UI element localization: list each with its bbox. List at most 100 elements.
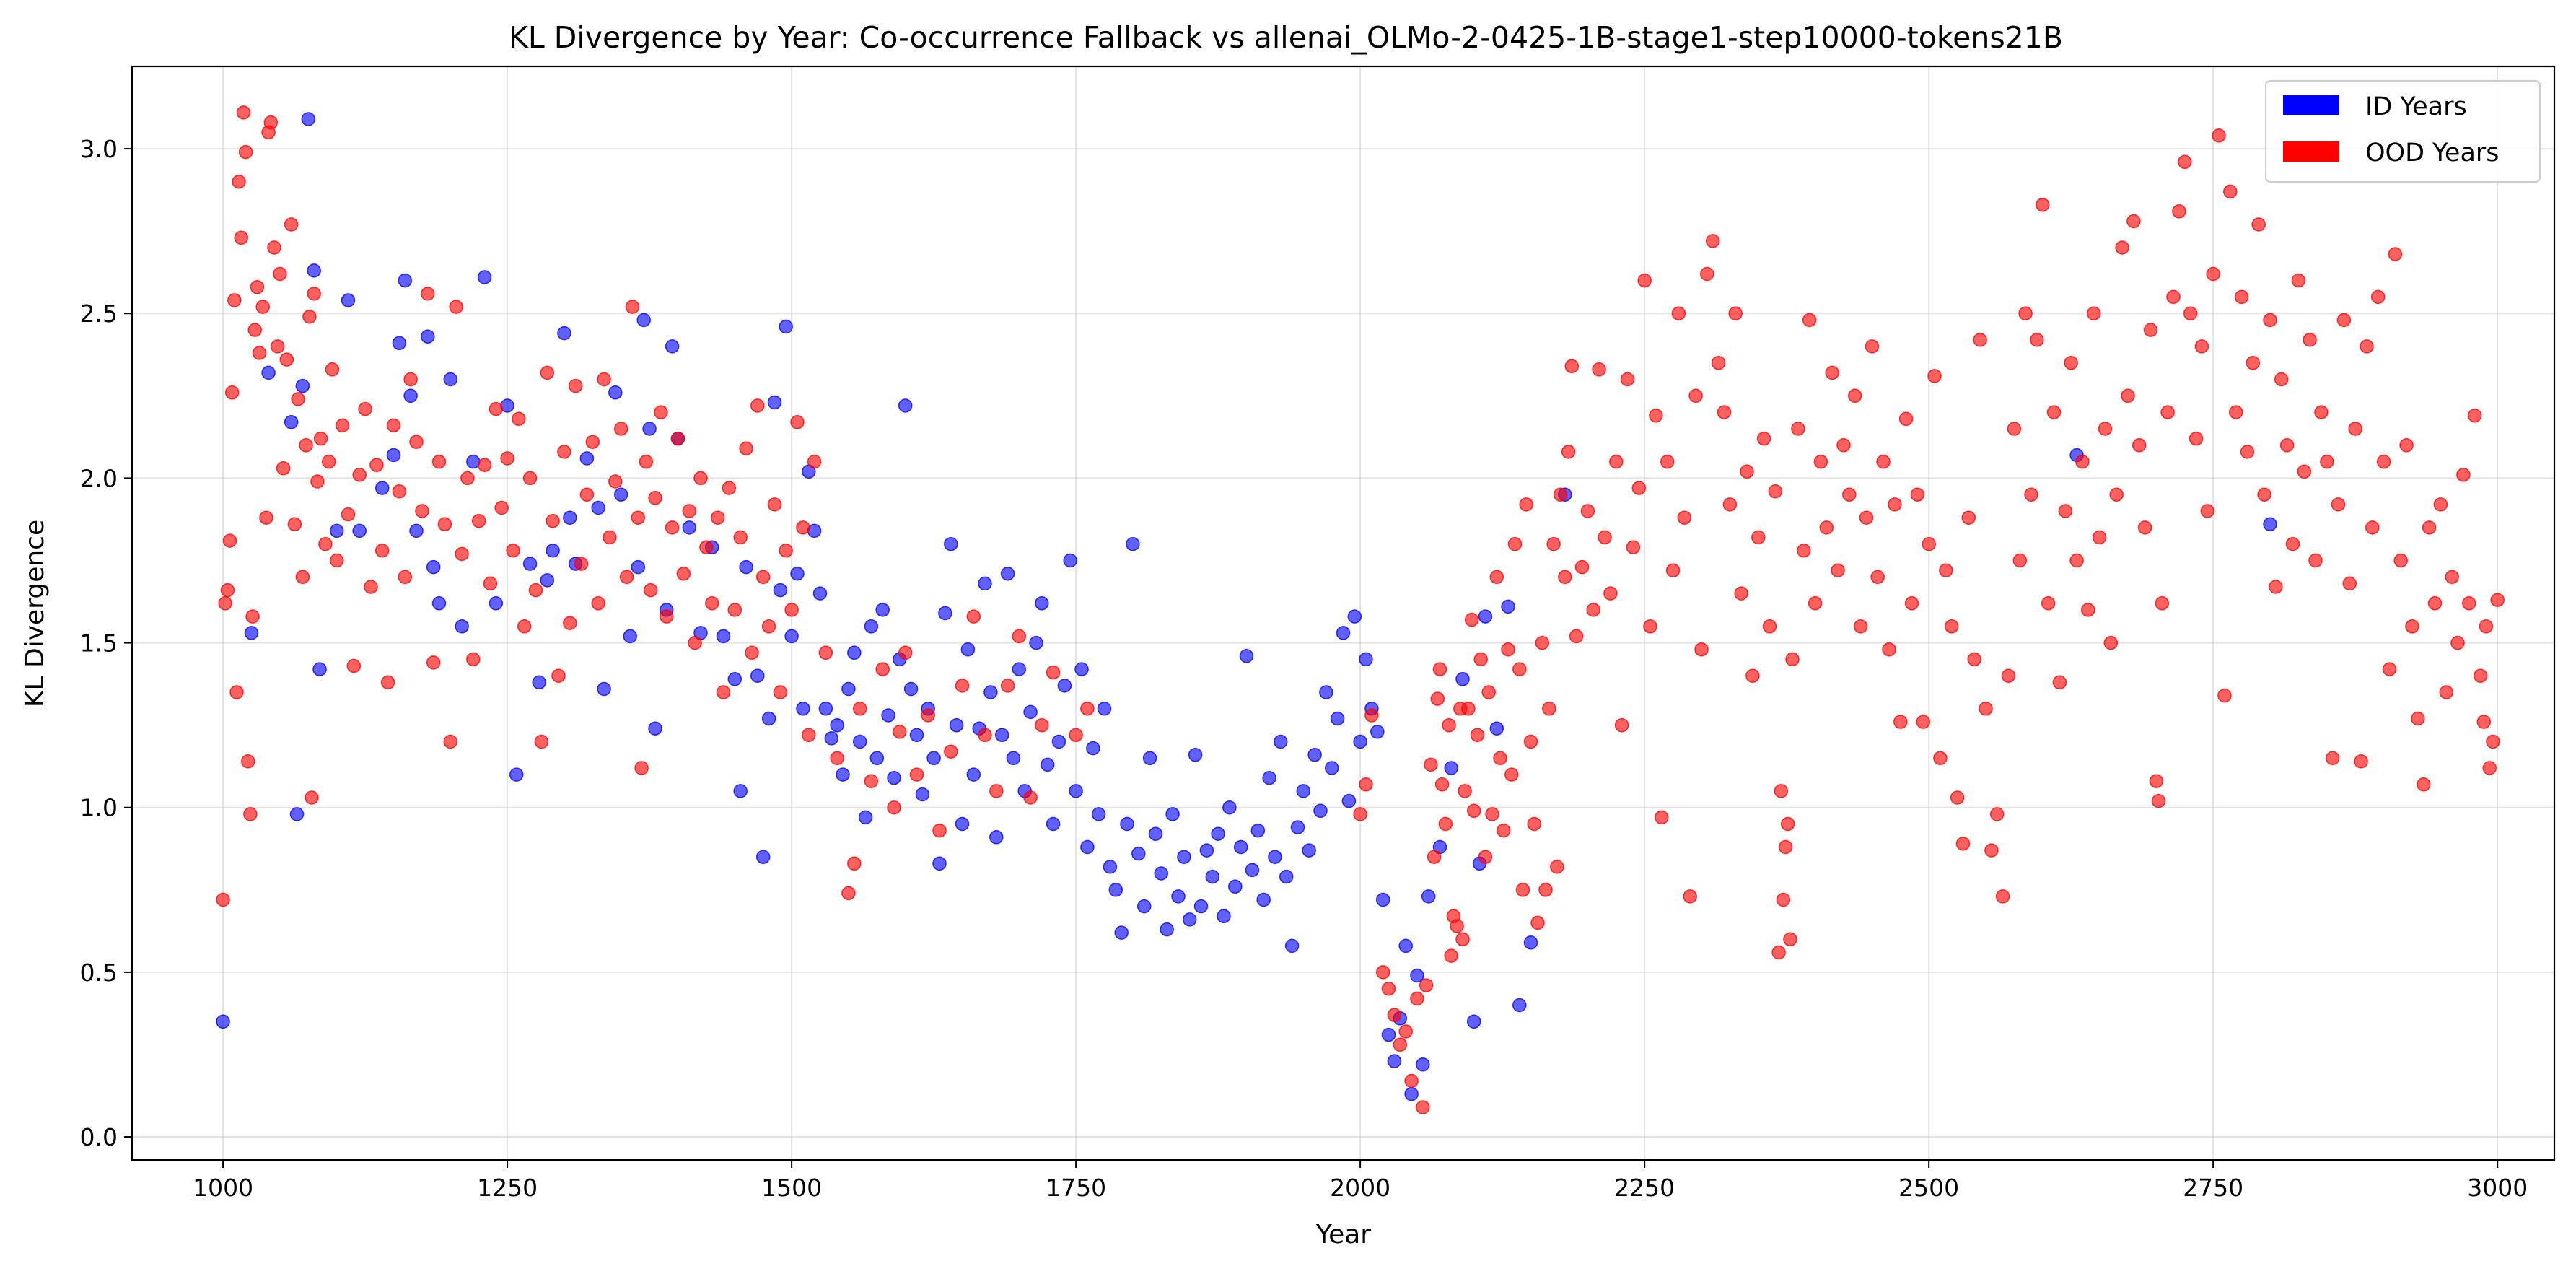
scatter-point-ood [1955, 837, 1971, 851]
scatter-point-id [648, 721, 662, 736]
scatter-point-id [1211, 826, 1225, 841]
scatter-point-ood [2405, 619, 2419, 634]
scatter-point-ood [739, 441, 753, 456]
scatter-point-ood [1893, 715, 1908, 729]
scatter-point-ood [2482, 761, 2497, 775]
scatter-point-ood [421, 287, 435, 301]
scatter-point-id [522, 557, 538, 571]
scatter-point-id [898, 398, 913, 413]
scatter-point-ood [1626, 540, 1641, 554]
scatter-point-ood [2155, 596, 2170, 611]
scatter-point-id [1245, 863, 1260, 878]
scatter-point-ood [1655, 810, 1669, 825]
scatter-point-ood [1046, 665, 1061, 680]
scatter-point-ood [1438, 816, 1453, 832]
scatter-point-ood [563, 616, 577, 630]
scatter-point-ood [2132, 438, 2147, 453]
scatter-point-ood [374, 544, 390, 558]
scatter-point-ood [1649, 408, 1663, 423]
scatter-point-id [2263, 517, 2277, 532]
scatter-point-ood [1586, 603, 1600, 617]
scatter-point-ood [2456, 468, 2471, 482]
scatter-point-ood [2331, 497, 2346, 512]
scatter-point-ood [648, 491, 662, 505]
scatter-point-id [1228, 879, 1243, 894]
scatter-point-ood [676, 566, 691, 581]
scatter-point-ood [2012, 553, 2028, 568]
scatter-point-ood [1501, 642, 1515, 657]
scatter-point-ood [287, 517, 302, 532]
scatter-point-id [1012, 662, 1027, 676]
scatter-point-ood [802, 728, 816, 743]
scatter-point-id [733, 784, 748, 798]
y-tick-label: 2.0 [80, 464, 118, 492]
scatter-point-ood [2314, 405, 2329, 419]
scatter-point-ood [2411, 711, 2425, 726]
scatter-point-id [1501, 599, 1515, 614]
scatter-point-id [869, 751, 885, 766]
scatter-point-id [1455, 672, 1470, 686]
scatter-point-id [1080, 839, 1095, 855]
scatter-point-ood [2058, 504, 2073, 518]
scatter-point-id [1120, 816, 1134, 832]
scatter-point-ood [1069, 728, 1083, 743]
scatter-point-id [830, 717, 844, 733]
scatter-point-ood [431, 454, 447, 469]
scatter-point-ood [2354, 754, 2368, 769]
scatter-point-ood [1542, 702, 1556, 716]
scatter-point-id [1222, 800, 1237, 815]
scatter-point-ood [1751, 530, 1766, 545]
scatter-point-ood [335, 418, 350, 433]
scatter-point-id [949, 717, 964, 733]
scatter-point-id [1250, 823, 1266, 838]
scatter-point-id [312, 662, 327, 676]
scatter-point-id [642, 422, 657, 436]
scatter-point-ood [2382, 662, 2397, 676]
scatter-point-ood [1984, 843, 1999, 858]
scatter-point-ood [921, 708, 935, 723]
y-tick-label: 2.5 [80, 300, 118, 328]
scatter-point-ood [1609, 454, 1624, 469]
x-tick-label: 2000 [1330, 1174, 1390, 1202]
scatter-point-ood [2206, 266, 2220, 282]
scatter-point-ood [1035, 717, 1049, 733]
scatter-point-ood [1961, 510, 1976, 525]
scatter-point-id [509, 767, 524, 782]
scatter-point-ood [1353, 807, 1367, 821]
scatter-point-id [784, 629, 799, 644]
scatter-point-id [1268, 850, 1282, 864]
scatter-point-ood [2137, 520, 2152, 535]
scatter-point-id [1353, 734, 1367, 749]
scatter-point-id [1217, 909, 1231, 924]
scatter-point-id [665, 339, 680, 354]
scatter-point-ood [2476, 715, 2492, 729]
scatter-point-ood [1637, 273, 1652, 288]
scatter-point-ood [494, 500, 509, 515]
scatter-point-ood [841, 886, 856, 901]
scatter-point-ood [2365, 520, 2380, 535]
scatter-point-ood [1783, 932, 1797, 947]
points-layer [216, 105, 2505, 1114]
scatter-point-ood [310, 474, 325, 489]
scatter-point-ood [1478, 850, 1493, 864]
scatter-point-id [1489, 721, 1504, 736]
scatter-point-ood [2024, 487, 2038, 502]
scatter-point-id [1444, 761, 1458, 775]
scatter-point-ood [1550, 860, 1564, 874]
scatter-point-ood [1808, 596, 1823, 611]
scatter-point-ood [2149, 774, 2164, 788]
scatter-point-ood [2217, 688, 2232, 703]
scatter-point-id [289, 807, 305, 821]
scatter-point-id [1290, 820, 1305, 834]
scatter-point-ood [216, 892, 230, 907]
scatter-point-ood [2166, 289, 2181, 305]
scatter-point-id [295, 378, 310, 393]
scatter-point-ood [716, 685, 731, 699]
scatter-point-id [881, 708, 895, 723]
scatter-point-ood [619, 570, 634, 585]
scatter-point-ood [557, 445, 571, 459]
scatter-point-ood [471, 513, 486, 528]
scatter-point-ood [252, 346, 267, 360]
scatter-point-id [1165, 807, 1180, 821]
scatter-point-id [767, 395, 782, 410]
